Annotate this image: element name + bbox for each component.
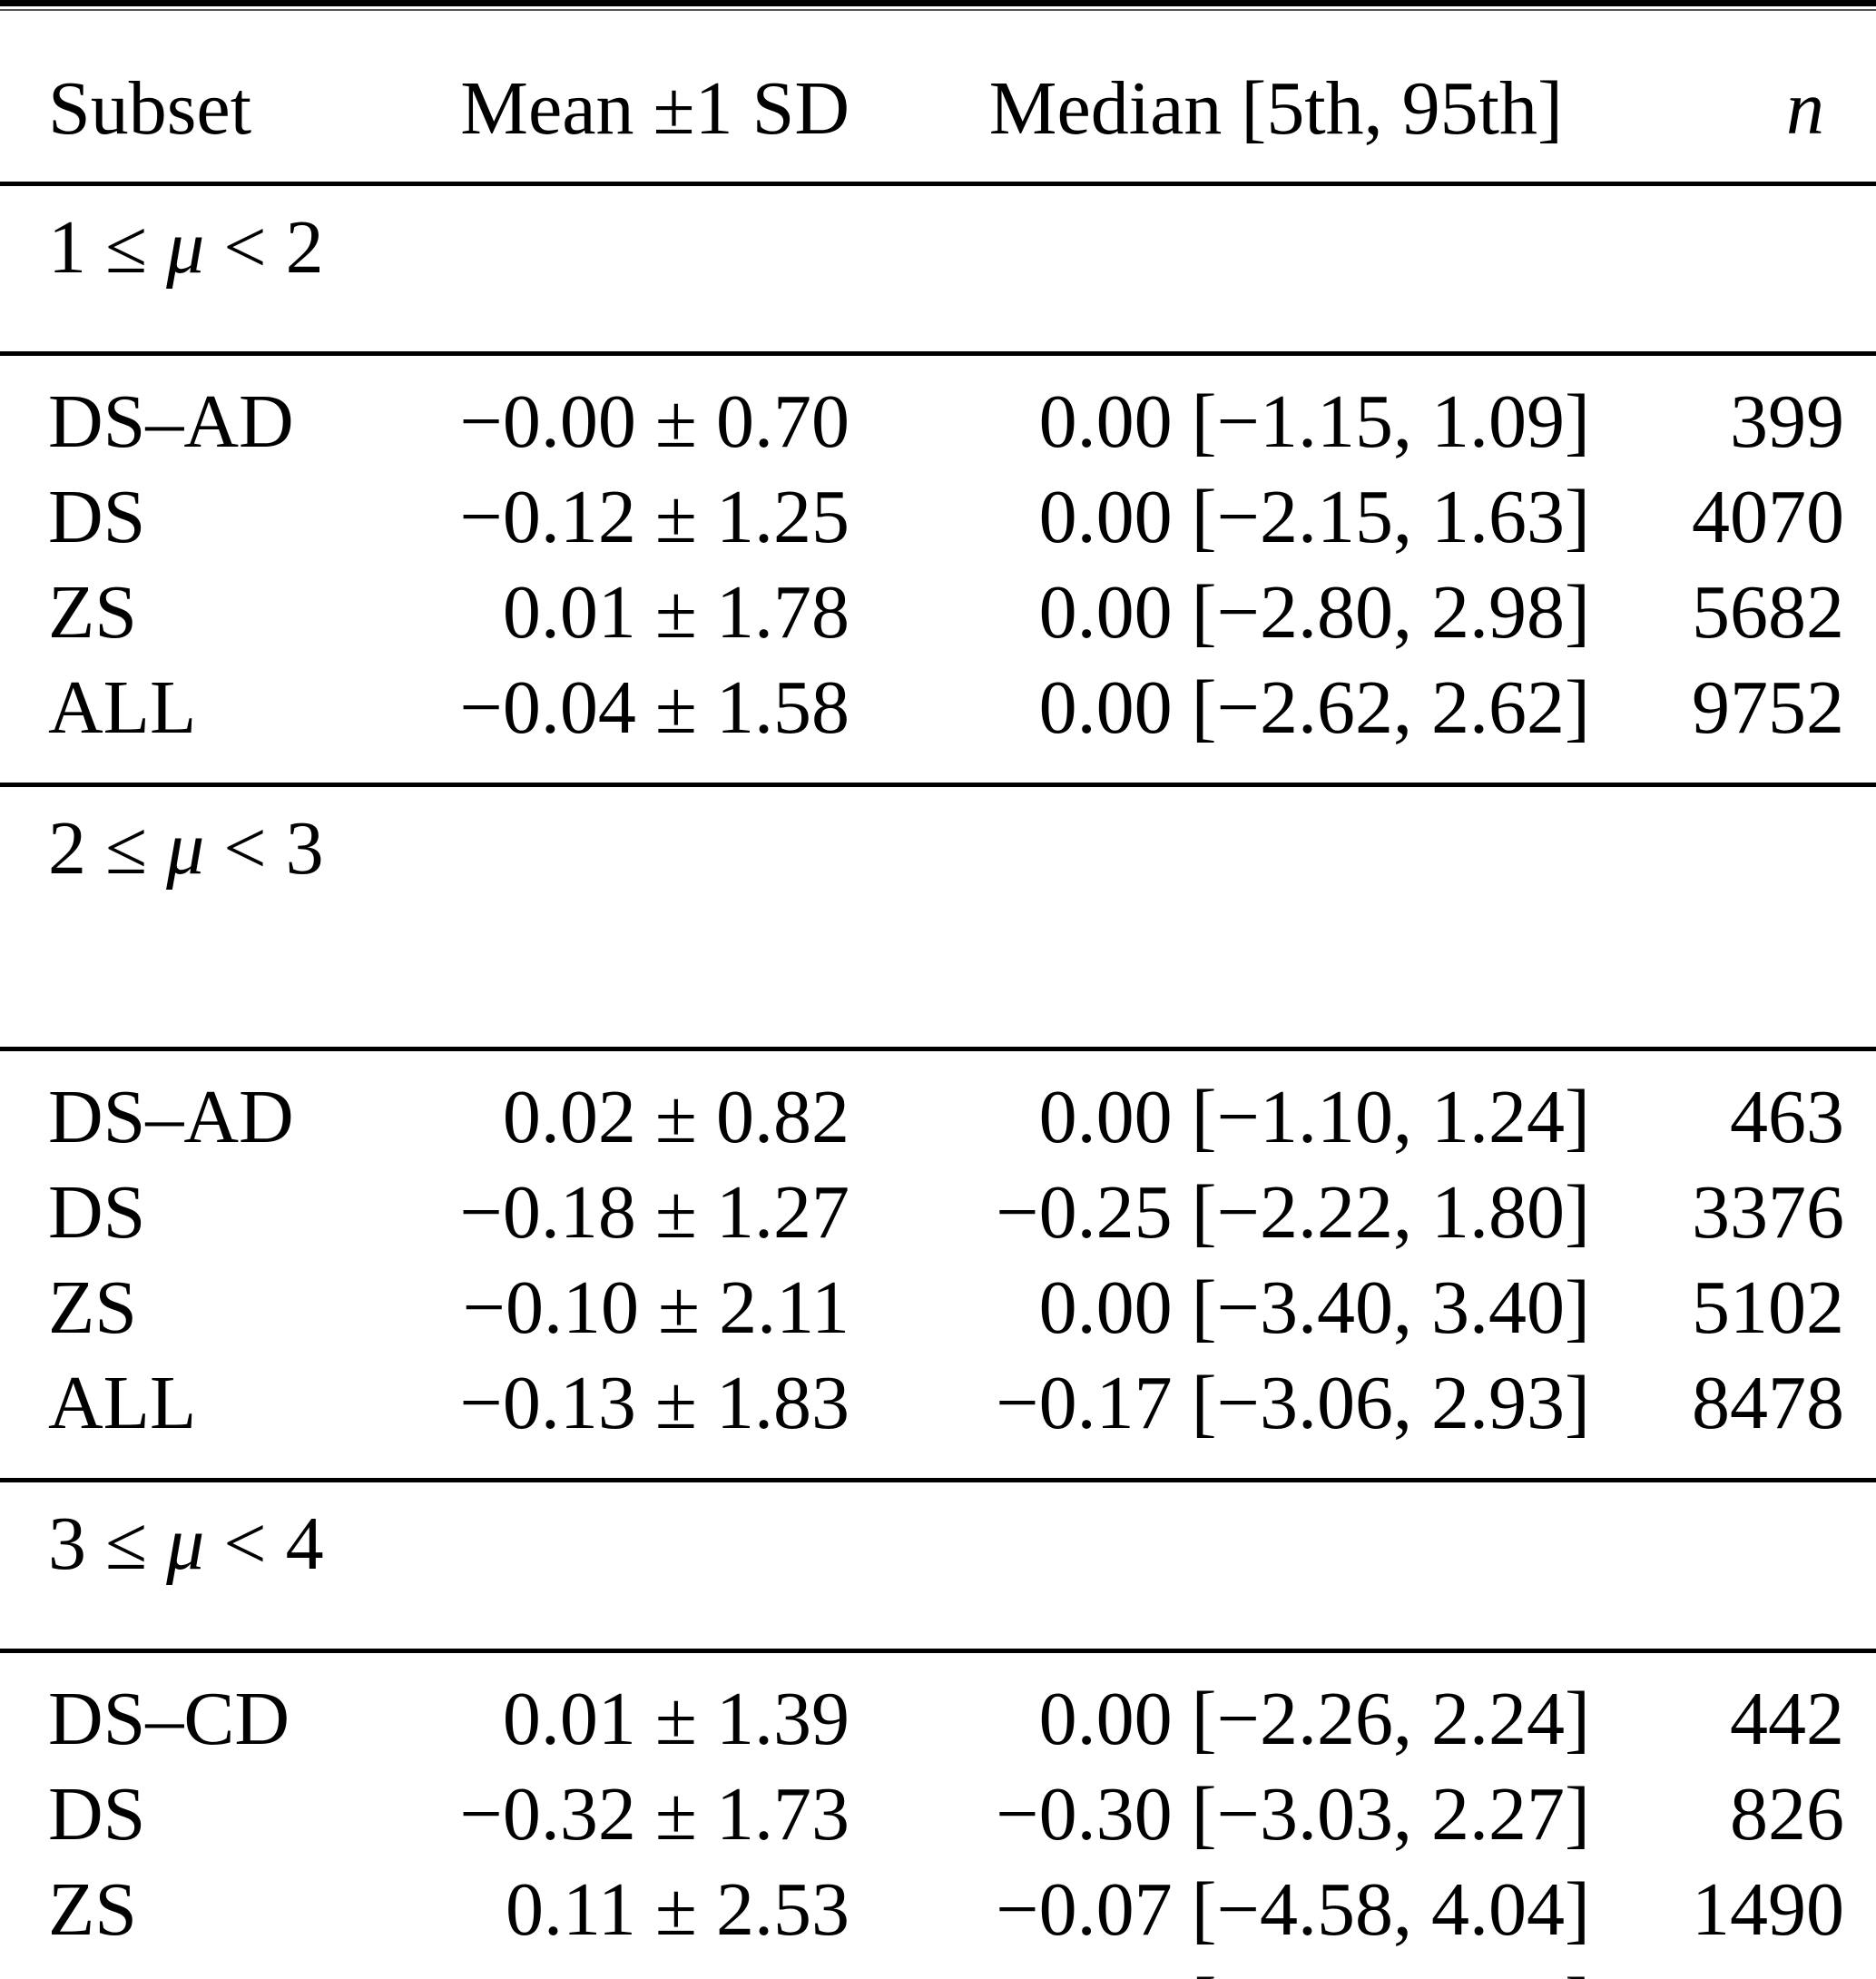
table-row: DS −0.12 ± 1.25 0.00 [−2.15, 1.63] 4070 (0, 469, 1876, 565)
cell-median-percentiles: 0.00 [−3.40, 3.40] (1038, 1265, 1590, 1350)
mu-symbol: μ (166, 1501, 205, 1586)
cell-median-percentiles: 0.00 [−2.26, 2.24] (1038, 1676, 1590, 1761)
table-row: DS −0.18 ± 1.27 −0.25 [−2.22, 1.80] 3376 (0, 1165, 1876, 1260)
cell-n: 5682 (1692, 569, 1844, 655)
cell-n: 5102 (1692, 1265, 1844, 1350)
cell-mean-sd: 0.01 ± 1.39 (502, 1676, 850, 1761)
col-header-subset: Subset (0, 11, 357, 186)
cell-mean-sd: −0.32 ± 1.73 (459, 1771, 850, 1856)
cell-n: 442 (1730, 1676, 1844, 1761)
col-header-mean-sd: Mean ±1 SD (357, 11, 850, 186)
top-rule-thin (0, 9, 1876, 11)
cell-mean-sd: −0.18 ± 1.27 (459, 1169, 850, 1255)
table-header-row: Subset Mean ±1 SD Median [5th, 95th] n (0, 11, 1876, 186)
cell-subset: ALL (48, 1360, 197, 1445)
section-title-mu-1-2: 1 ≤ μ < 2 (0, 182, 1876, 356)
cell-n: 9752 (1692, 665, 1844, 750)
cell-mean-sd: 0.19 ± 2.28 (357, 1957, 850, 1979)
cell-n: 3376 (1692, 1169, 1844, 1255)
cell-n: 399 (1730, 379, 1844, 464)
cell-subset: DS (48, 474, 146, 559)
section-title-text: < 4 (204, 1501, 324, 1586)
cell-n: 826 (1730, 1771, 1844, 1856)
section-header-row: 1 ≤ μ < 2 (0, 182, 1876, 356)
mu-symbol: μ (166, 205, 205, 290)
cell-median-percentiles: −0.07 [−4.58, 4.04] (996, 1866, 1590, 1952)
cell-n: 1490 (1692, 1866, 1844, 1952)
cell-mean-sd: −0.04 ± 1.58 (459, 665, 850, 750)
col-header-median-percentiles: Median [5th, 95th] (850, 11, 1590, 186)
cell-subset: ZS (48, 569, 138, 655)
cell-median-percentiles: −0.12 [−3.90, 3.54] (850, 1957, 1590, 1979)
top-rule-gap (0, 6, 1876, 9)
cell-mean-sd: −0.13 ± 1.83 (459, 1360, 850, 1445)
section-title-text: < 3 (204, 806, 324, 891)
cell-mean-sd: −0.12 ± 1.25 (459, 474, 850, 559)
cell-median-percentiles: 0.00 [−1.10, 1.24] (1038, 1074, 1590, 1159)
cell-subset: DS–AD (48, 1074, 294, 1159)
cell-mean-sd: −0.00 ± 0.70 (459, 379, 850, 464)
cell-subset: ALL (0, 1957, 357, 1979)
section-title-mu-2-3: 2 ≤ μ < 3 (0, 783, 1876, 1051)
section-title-mu-3-4: 3 ≤ μ < 4 (0, 1478, 1876, 1653)
section-header-row: 2 ≤ μ < 3 (0, 783, 1876, 1051)
mu-symbol: μ (166, 806, 205, 891)
cell-median-percentiles: 0.00 [−2.15, 1.63] (1038, 474, 1590, 559)
cell-median-percentiles: −0.25 [−2.22, 1.80] (996, 1169, 1590, 1255)
table-row: DS–CD 0.01 ± 1.39 0.00 [−2.26, 2.24] 442 (0, 1651, 1876, 1767)
table-row: DS–AD −0.00 ± 0.70 0.00 [−1.15, 1.09] 39… (0, 354, 1876, 470)
section-title-text: 2 ≤ (48, 806, 167, 891)
section-title-text: 3 ≤ (48, 1501, 167, 1586)
table-row: ZS −0.10 ± 2.11 0.00 [−3.40, 3.40] 5102 (0, 1260, 1876, 1355)
table-row: ZS 0.11 ± 2.53 −0.07 [−4.58, 4.04] 1490 (0, 1862, 1876, 1957)
table-row: DS–AD 0.02 ± 0.82 0.00 [−1.10, 1.24] 463 (0, 1049, 1876, 1166)
section-title-text: < 2 (204, 205, 324, 290)
table-row: ALL 0.19 ± 2.28 −0.12 [−3.90, 3.54] 2316 (0, 1957, 1876, 1979)
cell-subset: DS–AD (48, 379, 294, 464)
cell-median-percentiles: 0.00 [−2.62, 2.62] (1038, 665, 1590, 750)
cell-mean-sd: −0.10 ± 2.11 (462, 1265, 850, 1350)
cell-median-percentiles: −0.30 [−3.03, 2.27] (996, 1771, 1590, 1856)
cell-n: 463 (1730, 1074, 1844, 1159)
cell-mean-sd: 0.11 ± 2.53 (506, 1866, 850, 1952)
table-row: DS −0.32 ± 1.73 −0.30 [−3.03, 2.27] 826 (0, 1767, 1876, 1862)
cell-mean-sd: 0.01 ± 1.78 (502, 569, 850, 655)
cell-subset: DS–CD (48, 1676, 290, 1761)
cell-n: 4070 (1692, 474, 1844, 559)
cell-subset: ZS (48, 1866, 138, 1952)
cell-n: 2316 (1590, 1957, 1876, 1979)
top-rule-thick (0, 0, 1876, 6)
section-header-row: 3 ≤ μ < 4 (0, 1478, 1876, 1653)
subset-statistics-table: Subset Mean ±1 SD Median [5th, 95th] n 1… (0, 11, 1876, 1979)
cell-subset: ZS (48, 1265, 138, 1350)
table-row: ALL −0.04 ± 1.58 0.00 [−2.62, 2.62] 9752 (0, 660, 1876, 785)
cell-n: 8478 (1692, 1360, 1844, 1445)
cell-subset: DS (48, 1771, 146, 1856)
col-header-n: n (1590, 11, 1876, 186)
cell-subset: DS (48, 1169, 146, 1255)
cell-subset: ALL (48, 665, 197, 750)
cell-median-percentiles: −0.17 [−3.06, 2.93] (996, 1360, 1590, 1445)
table-row: ALL −0.13 ± 1.83 −0.17 [−3.06, 2.93] 847… (0, 1355, 1876, 1481)
cell-median-percentiles: 0.00 [−1.15, 1.09] (1038, 379, 1590, 464)
cell-median-percentiles: 0.00 [−2.80, 2.98] (1038, 569, 1590, 655)
table-row: ZS 0.01 ± 1.78 0.00 [−2.80, 2.98] 5682 (0, 565, 1876, 660)
cell-mean-sd: 0.02 ± 0.82 (502, 1074, 850, 1159)
section-title-text: 1 ≤ (48, 205, 167, 290)
